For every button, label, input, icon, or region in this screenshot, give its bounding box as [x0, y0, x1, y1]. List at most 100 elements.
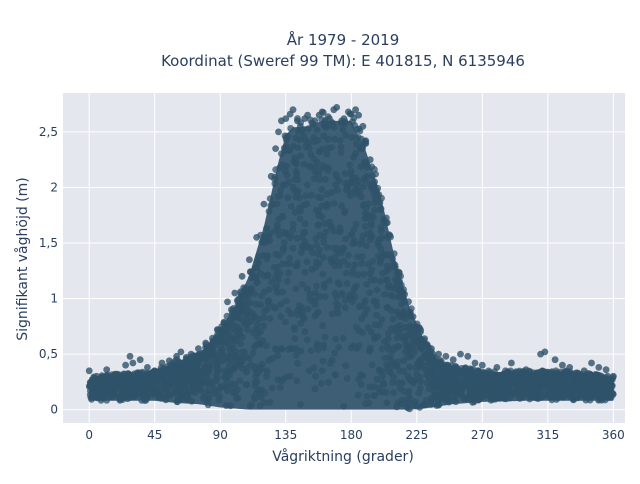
scatter-point [252, 264, 260, 271]
scatter-point [331, 135, 338, 143]
scatter-point [363, 305, 371, 313]
scatter-point [187, 381, 195, 389]
scatter-point [227, 384, 235, 392]
scatter-point [499, 370, 507, 378]
scatter-point [272, 250, 280, 258]
scatter-point [383, 361, 390, 369]
scatter-point [274, 352, 282, 360]
scatter-point [120, 370, 128, 378]
scatter-point [274, 376, 282, 384]
scatter-point [144, 364, 151, 371]
scatter-point [284, 194, 292, 202]
scatter-point [396, 367, 404, 375]
scatter-point [595, 364, 603, 371]
scatter-point [337, 143, 345, 151]
scatter-point [362, 137, 370, 145]
scatter-point [306, 163, 314, 171]
scatter-point [520, 383, 528, 391]
scatter-point [405, 298, 412, 306]
scatter-point [406, 324, 414, 331]
scatter-point [195, 345, 202, 352]
scatter-point [282, 318, 289, 326]
scatter-point [256, 389, 264, 397]
scatter-point [358, 315, 365, 323]
scatter-point [294, 259, 301, 267]
scatter-point [319, 270, 327, 278]
scatter-point [260, 322, 267, 330]
scatter-point [238, 348, 246, 356]
scatter-point [300, 314, 307, 321]
scatter-point [89, 387, 97, 395]
scatter-point [321, 122, 329, 130]
scatter-point [263, 367, 271, 375]
scatter-point [275, 128, 282, 136]
scatter-point [252, 273, 260, 281]
scatter-point [236, 361, 244, 368]
scatter-point [373, 311, 380, 319]
scatter-point [203, 352, 211, 360]
scatter-point [370, 297, 378, 305]
scatter-point [384, 335, 392, 343]
scatter-point [373, 375, 381, 383]
scatter-point [409, 339, 417, 347]
scatter-point [311, 138, 318, 146]
scatter-point [421, 351, 428, 358]
scatter-point [297, 320, 304, 327]
scatter-point [415, 335, 423, 343]
scatter-point [328, 310, 336, 318]
scatter-point [342, 235, 349, 243]
scatter-point [375, 242, 382, 250]
scatter-point [304, 181, 311, 189]
scatter-point [243, 353, 250, 361]
scatter-point [282, 115, 290, 122]
scatter-point [277, 186, 285, 194]
scatter-point [483, 381, 490, 388]
scatter-point [545, 384, 552, 392]
scatter-point [337, 227, 344, 235]
scatter-point [393, 334, 401, 342]
scatter-point [369, 172, 376, 180]
scatter-point [283, 162, 290, 170]
scatter-point [359, 122, 367, 130]
scatter-point [283, 171, 291, 179]
scatter-point [263, 342, 270, 350]
scatter-point [265, 208, 273, 215]
scatter-point [332, 300, 340, 308]
scatter-point [602, 366, 610, 374]
scatter-point [131, 393, 139, 400]
scatter-point [379, 372, 386, 380]
scatter-point [239, 302, 247, 310]
scatter-point [100, 375, 108, 382]
scatter-point [353, 140, 360, 148]
scatter-point [371, 178, 378, 186]
scatter-point [270, 303, 277, 311]
scatter-point [508, 359, 515, 367]
scatter-point [376, 384, 383, 392]
scatter-point [286, 254, 293, 262]
x-axis-label: Vågriktning (grader) [272, 448, 414, 465]
scatter-point [301, 328, 309, 336]
scatter-point [390, 362, 398, 370]
scatter-point [134, 384, 142, 392]
scatter-point [453, 368, 460, 376]
x-tick-label: 225 [405, 428, 428, 442]
scatter-point [221, 323, 229, 330]
scatter-point [373, 286, 381, 294]
scatter-point [260, 314, 267, 322]
scatter-point [306, 290, 314, 298]
scatter-point [378, 316, 386, 324]
chart-title-line1: År 1979 - 2019 [287, 30, 400, 49]
scatter-point [272, 145, 279, 153]
scatter-point [321, 333, 329, 341]
scatter-point [342, 362, 349, 370]
scatter-point [273, 282, 281, 290]
scatter-point [256, 269, 264, 277]
scatter-point [381, 354, 389, 362]
scatter-point [254, 328, 262, 336]
scatter-point [424, 373, 432, 380]
scatter-point [95, 394, 103, 402]
scatter-point [313, 340, 321, 348]
scatter-point [390, 389, 397, 396]
scatter-point [294, 189, 301, 197]
scatter-point [610, 372, 617, 380]
